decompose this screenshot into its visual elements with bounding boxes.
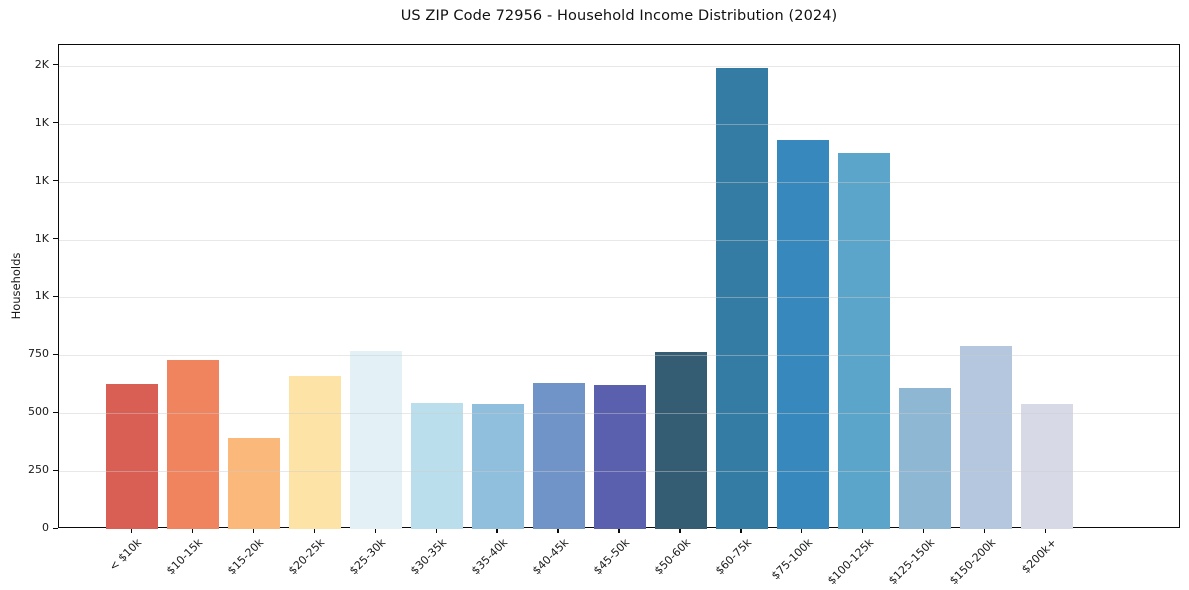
x-tick-mark [435, 528, 437, 533]
x-tick-mark [557, 528, 559, 533]
y-tick-label: 1K [34, 115, 49, 129]
bar [106, 384, 159, 529]
x-tick-mark [923, 528, 925, 533]
y-tick-label: 250 [28, 463, 49, 477]
bar [350, 350, 402, 529]
bar [838, 152, 890, 529]
x-tick-mark [740, 528, 742, 533]
x-tick-label: $150-200k [946, 536, 999, 588]
y-tick-mark [52, 411, 58, 413]
x-tick-label: $40-45k [529, 536, 572, 578]
x-tick-label: $200k+ [1018, 536, 1059, 577]
y-tick-mark [52, 469, 58, 471]
y-tick-mark [52, 353, 58, 355]
x-tick-label: $100-125k [824, 536, 877, 588]
x-tick-mark [1045, 528, 1047, 533]
x-tick-label: < $10k [106, 536, 145, 574]
bar [655, 351, 707, 529]
x-tick-label: $10-15k [164, 536, 206, 578]
x-tick-mark [496, 528, 498, 533]
y-tick-mark [52, 180, 58, 182]
x-tick-label: $20-25k [286, 536, 328, 578]
x-tick-label: $125-150k [885, 536, 938, 588]
gridline [59, 239, 1179, 241]
x-tick-label: $30-35k [408, 536, 450, 578]
y-tick-label: 2K [34, 57, 49, 71]
y-axis-title: Households [9, 252, 23, 320]
bar [533, 383, 585, 529]
bar [289, 376, 341, 529]
x-tick-label: $75-100k [768, 536, 816, 583]
bar [1020, 403, 1073, 529]
x-tick-mark [191, 528, 193, 533]
x-tick-label: $15-20k [225, 536, 267, 578]
y-tick-label: 1K [34, 173, 49, 187]
x-tick-mark [313, 528, 315, 533]
bar [228, 437, 280, 529]
y-tick-mark [52, 64, 58, 66]
x-tick-label: $25-30k [347, 536, 389, 578]
bar [167, 359, 219, 529]
bar [899, 387, 951, 529]
bar [411, 402, 463, 529]
x-tick-mark [130, 528, 132, 533]
y-tick-mark [52, 527, 58, 529]
x-tick-mark [984, 528, 986, 533]
y-tick-label: 1K [34, 289, 49, 303]
x-tick-label: $45-50k [590, 536, 633, 578]
y-tick-label: 750 [28, 347, 49, 361]
gridline [59, 181, 1179, 183]
x-tick-mark [862, 528, 864, 533]
x-tick-mark [801, 528, 803, 533]
chart-title: US ZIP Code 72956 - Household Income Dis… [400, 8, 838, 24]
x-tick-mark [374, 528, 376, 533]
gridline [59, 471, 1179, 473]
bar [716, 68, 768, 529]
gridline [59, 355, 1179, 357]
y-tick-mark [52, 295, 58, 298]
y-tick-label: 1K [34, 231, 49, 245]
bar [960, 346, 1012, 529]
x-tick-mark [679, 528, 681, 533]
y-tick-label: 0 [42, 521, 49, 534]
y-tick-mark [52, 122, 58, 124]
bar [777, 139, 829, 529]
gridline [59, 65, 1179, 67]
x-tick-mark [618, 528, 620, 533]
x-tick-mark [252, 528, 254, 533]
gridline [59, 297, 1179, 299]
x-tick-label: $35-40k [468, 536, 511, 578]
y-tick-mark [52, 238, 58, 240]
x-tick-label: $60-75k [712, 536, 755, 578]
gridline [59, 123, 1179, 125]
plot-area [58, 44, 1180, 529]
y-tick-label: 500 [28, 405, 49, 419]
gridline [59, 413, 1179, 415]
x-tick-label: $50-60k [651, 536, 694, 578]
bar [594, 385, 646, 529]
bar [472, 403, 524, 529]
